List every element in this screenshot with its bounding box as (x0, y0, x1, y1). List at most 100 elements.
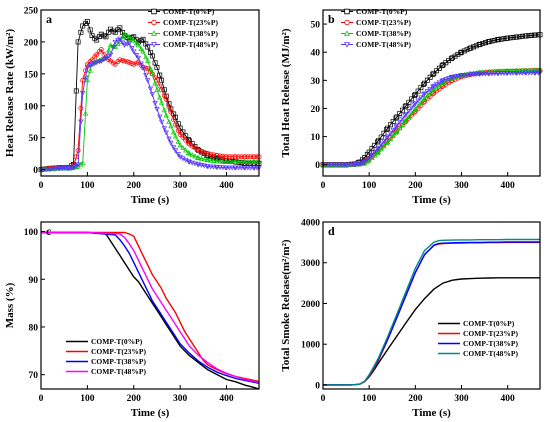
data-point-b-2-41 (418, 99, 424, 105)
series-line-b-0 (323, 34, 541, 166)
data-point-a-1-26 (98, 47, 104, 53)
data-point-a-0-51 (157, 72, 163, 78)
data-point-b-2-20 (369, 155, 375, 161)
data-point-b-0-66 (476, 42, 482, 48)
data-point-b-3-32 (396, 119, 403, 125)
data-point-b-3-46 (430, 84, 436, 90)
data-point-b-2-32 (396, 125, 403, 131)
x-tick-label: 0 (39, 181, 44, 191)
data-point-b-2-31 (394, 128, 400, 134)
data-point-a-3-92 (251, 165, 258, 171)
data-point-a-0-49 (152, 60, 158, 66)
data-point-a-0-45 (143, 41, 149, 47)
legend-label: COMP-T(38%P) (463, 339, 518, 348)
data-point-a-3-17 (78, 119, 84, 125)
data-point-b-3-72 (489, 71, 495, 77)
data-point-a-1-76 (214, 153, 220, 159)
data-point-a-2-36 (121, 31, 128, 37)
x-axis-label: Time (s) (131, 194, 170, 206)
legend-label: COMP-T(0%P) (463, 319, 515, 328)
data-point-a-2-70 (201, 156, 207, 162)
data-point-a-2-48 (149, 71, 156, 76)
data-point-a-1-88 (242, 154, 248, 160)
data-point-b-3-23 (375, 145, 382, 151)
data-point-b-3-18 (364, 157, 371, 163)
y-axis-label: Total Heat Release (MJ/m²) (280, 28, 292, 157)
data-point-a-0-34 (117, 25, 123, 31)
data-point-a-1-81 (226, 154, 232, 160)
x-tick-label: 200 (408, 394, 423, 404)
y-tick-label: 0 (315, 161, 320, 171)
data-point-a-1-27 (101, 52, 107, 58)
x-axis-label: Time (s) (412, 194, 451, 206)
data-point-a-0-50 (154, 65, 160, 70)
data-point-a-3-20 (84, 65, 91, 71)
data-point-b-3-9 (343, 162, 349, 168)
y-tick-label: 100 (24, 228, 39, 238)
data-point-b-3-81 (510, 70, 516, 76)
data-point-a-2-68 (196, 155, 202, 161)
data-point-a-3-24 (93, 60, 100, 66)
data-point-b-2-29 (390, 133, 396, 138)
y-tick-label: 90 (29, 276, 39, 286)
data-point-a-0-31 (110, 28, 116, 34)
data-point-a-1-24 (94, 52, 100, 58)
x-tick-label: 400 (501, 181, 516, 191)
data-point-b-3-24 (378, 142, 384, 148)
data-point-b-3-35 (403, 112, 409, 117)
y-tick-label: 50 (311, 21, 321, 31)
data-point-b-3-21 (372, 149, 378, 155)
data-point-a-3-45 (143, 73, 149, 78)
data-point-b-0-50 (439, 63, 445, 69)
plot-frame-b (322, 9, 541, 177)
data-point-a-1-60 (177, 132, 183, 137)
series-line-c-1 (41, 231, 260, 383)
data-point-b-2-43 (421, 95, 428, 101)
data-point-a-0-16 (75, 39, 81, 45)
data-point-a-3-21 (87, 63, 93, 69)
data-point-a-0-25 (96, 34, 102, 40)
data-point-b-2-50 (439, 80, 445, 86)
data-point-a-3-56 (168, 140, 174, 146)
data-point-b-3-20 (369, 152, 375, 158)
data-point-a-0-17 (78, 29, 84, 35)
data-point-a-2-40 (131, 37, 137, 43)
data-point-a-2-82 (229, 159, 235, 164)
data-point-a-3-55 (166, 136, 172, 142)
data-point-a-2-92 (251, 159, 258, 164)
data-point-b-3-6 (336, 162, 343, 168)
legend-label: COMP-T(23%P) (163, 18, 218, 27)
data-point-b-3-89 (528, 70, 535, 76)
data-point-b-3-53 (445, 76, 452, 82)
data-point-a-2-88 (242, 159, 248, 164)
data-point-a-1-75 (213, 152, 219, 158)
data-point-a-0-23 (92, 35, 98, 41)
data-point-a-3-5 (50, 166, 56, 172)
x-tick-label: 100 (80, 181, 95, 191)
data-point-a-3-27 (101, 57, 107, 62)
data-point-a-2-38 (126, 33, 132, 39)
data-point-b-3-19 (366, 155, 372, 161)
data-point-b-2-83 (514, 67, 520, 73)
data-point-a-0-48 (149, 53, 155, 59)
data-point-a-1-36 (122, 58, 127, 64)
data-point-a-1-17 (78, 105, 84, 111)
data-point-a-3-6 (53, 166, 59, 172)
data-point-a-0-30 (108, 26, 114, 32)
data-point-a-0-47 (148, 49, 153, 55)
data-point-a-2-39 (129, 36, 135, 42)
data-point-a-1-38 (126, 59, 132, 65)
data-point-a-0-52 (159, 77, 165, 83)
data-point-a-0-29 (106, 29, 112, 35)
data-point-a-3-19 (82, 75, 89, 81)
data-point-a-2-51 (157, 94, 163, 100)
panel-a: 0 100 200 300 400 0 50 100 150 200 250 Time (s) Heat… (4, 7, 262, 206)
data-point-a-2-17 (78, 161, 84, 167)
data-point-a-2-21 (87, 67, 93, 73)
data-point-a-1-37 (124, 59, 130, 65)
data-point-b-2-36 (406, 114, 412, 119)
data-point-a-1-83 (232, 154, 238, 160)
data-point-b-2-28 (387, 136, 394, 142)
data-point-b-2-91 (532, 67, 539, 73)
